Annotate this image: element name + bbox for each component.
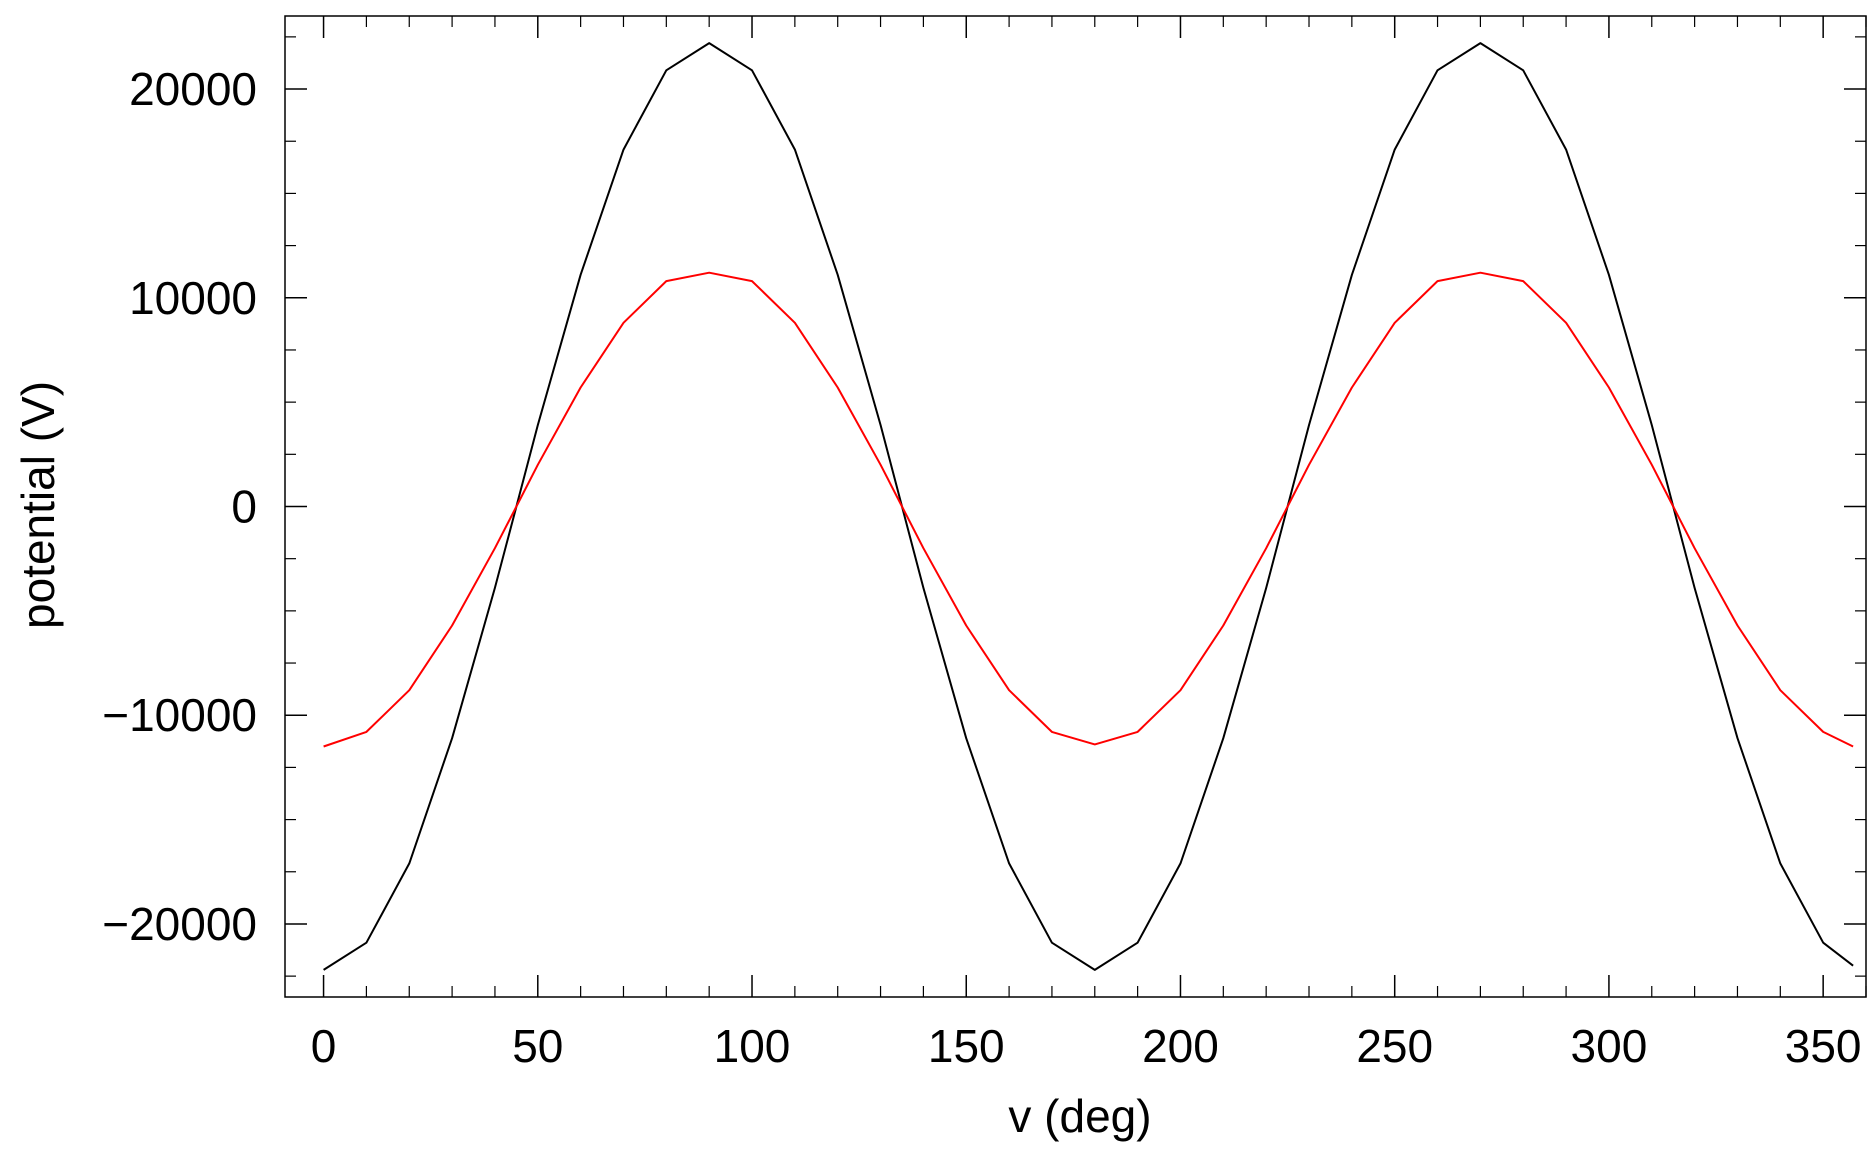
series-line-2 <box>323 271 1854 748</box>
x-tick-label: 50 <box>512 1020 563 1072</box>
ticks-layer <box>285 16 1867 997</box>
x-tick-label: 150 <box>928 1020 1005 1072</box>
y-tick-label: 0 <box>231 481 257 533</box>
y-tick-label: −20000 <box>102 898 257 950</box>
x-tick-label: 300 <box>1571 1020 1648 1072</box>
x-axis-title: v (deg) <box>1008 1090 1151 1142</box>
x-tick-label: 0 <box>311 1020 337 1072</box>
x-tick-label: 250 <box>1356 1020 1433 1072</box>
x-tick-label: 100 <box>714 1020 791 1072</box>
series-layer <box>323 42 1854 971</box>
x-tick-label: 200 <box>1142 1020 1219 1072</box>
y-tick-label: −10000 <box>102 689 257 741</box>
y-axis-title: potential (V) <box>12 381 64 629</box>
y-tick-label: 10000 <box>129 272 257 324</box>
series-line-1 <box>323 42 1854 971</box>
labels-layer: 0 50 100 150 200 250 300 350 −20000 −10000 0 10000 2… <box>102 63 1861 1072</box>
plot-frame <box>284 15 1867 998</box>
y-tick-label: 20000 <box>129 63 257 115</box>
x-tick-label: 350 <box>1785 1020 1862 1072</box>
